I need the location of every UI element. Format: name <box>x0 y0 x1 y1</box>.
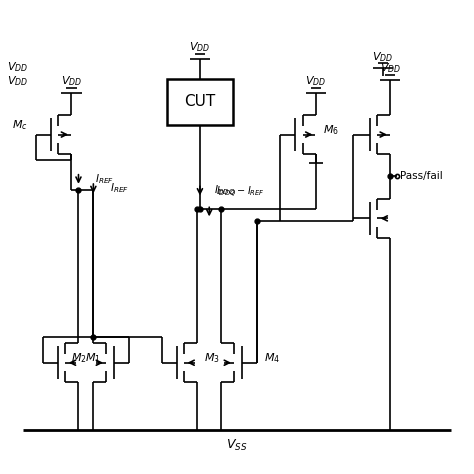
Text: $I_{REF}$: $I_{REF}$ <box>95 172 114 186</box>
Text: $M_6$: $M_6$ <box>323 123 339 137</box>
Text: $V_{DD}$: $V_{DD}$ <box>7 74 28 88</box>
Text: $V_{DD}$: $V_{DD}$ <box>61 74 82 88</box>
Text: $V_{DD}$: $V_{DD}$ <box>305 74 327 88</box>
Text: $I_{DDQ}-I_{REF}$: $I_{DDQ}-I_{REF}$ <box>216 185 265 201</box>
Text: $V_{DD}$: $V_{DD}$ <box>7 60 28 74</box>
Text: Pass/fail: Pass/fail <box>401 172 443 182</box>
Text: $V_{DD}$: $V_{DD}$ <box>372 50 393 64</box>
Text: $M_1$: $M_1$ <box>85 351 101 365</box>
Text: $M_4$: $M_4$ <box>264 351 280 365</box>
Text: $M_2$: $M_2$ <box>71 351 86 365</box>
Text: $I_{REF}$: $I_{REF}$ <box>109 181 128 195</box>
Text: $V_{DD}$: $V_{DD}$ <box>380 62 401 75</box>
Text: $I_{DDQ}$: $I_{DDQ}$ <box>214 184 236 199</box>
Text: CUT: CUT <box>184 94 216 109</box>
Text: $V_{SS}$: $V_{SS}$ <box>227 438 248 453</box>
Text: $V_{DD}$: $V_{DD}$ <box>189 41 210 55</box>
Bar <box>167 79 233 125</box>
Text: $M_3$: $M_3$ <box>204 351 220 365</box>
Text: $M_c$: $M_c$ <box>12 118 28 132</box>
